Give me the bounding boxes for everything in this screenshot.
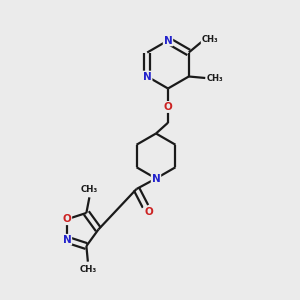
Text: CH₃: CH₃ — [207, 74, 223, 82]
Text: CH₃: CH₃ — [79, 265, 97, 274]
Text: O: O — [164, 102, 172, 112]
Text: N: N — [143, 71, 152, 82]
Text: CH₃: CH₃ — [202, 34, 218, 43]
Text: N: N — [164, 35, 172, 46]
Text: N: N — [152, 173, 160, 184]
Text: O: O — [62, 214, 71, 224]
Text: O: O — [144, 207, 153, 217]
Text: N: N — [62, 235, 71, 245]
Text: CH₃: CH₃ — [81, 185, 98, 194]
